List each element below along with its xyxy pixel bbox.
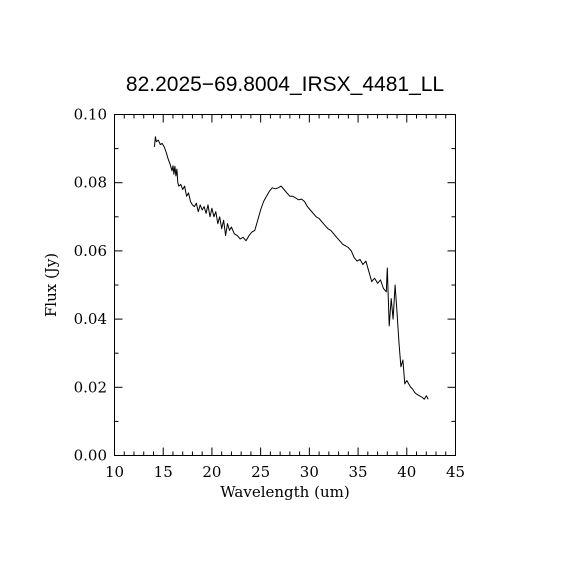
- x-tick-label: 40: [397, 463, 416, 481]
- y-tick-label: 0.06: [74, 242, 107, 260]
- x-axis: 10 15 20 25 30 35 40 45: [105, 114, 465, 481]
- y-axis-label: Flux (Jy): [42, 253, 60, 317]
- y-tick-label: 0.04: [74, 310, 107, 328]
- x-tick-label: 20: [202, 463, 221, 481]
- flux-series-line: [153, 136, 429, 400]
- y-axis: 0.00 0.02 0.04 0.06 0.08 0.10: [74, 106, 456, 465]
- x-tick-label: 45: [446, 463, 465, 481]
- x-tick-label: 35: [349, 463, 368, 481]
- y-tick-label: 0.08: [74, 174, 107, 192]
- y-tick-label: 0.00: [74, 447, 107, 465]
- chart-title: 82.2025−69.8004_IRSX_4481_LL: [126, 73, 444, 96]
- y-tick-label: 0.02: [74, 378, 107, 396]
- y-tick-label: 0.10: [74, 106, 107, 124]
- x-tick-label: 10: [105, 463, 124, 481]
- x-tick-label: 15: [154, 463, 173, 481]
- plot-frame: [114, 114, 456, 456]
- x-tick-label: 30: [300, 463, 319, 481]
- x-tick-label: 25: [251, 463, 270, 481]
- x-axis-label: Wavelength (um): [220, 483, 349, 501]
